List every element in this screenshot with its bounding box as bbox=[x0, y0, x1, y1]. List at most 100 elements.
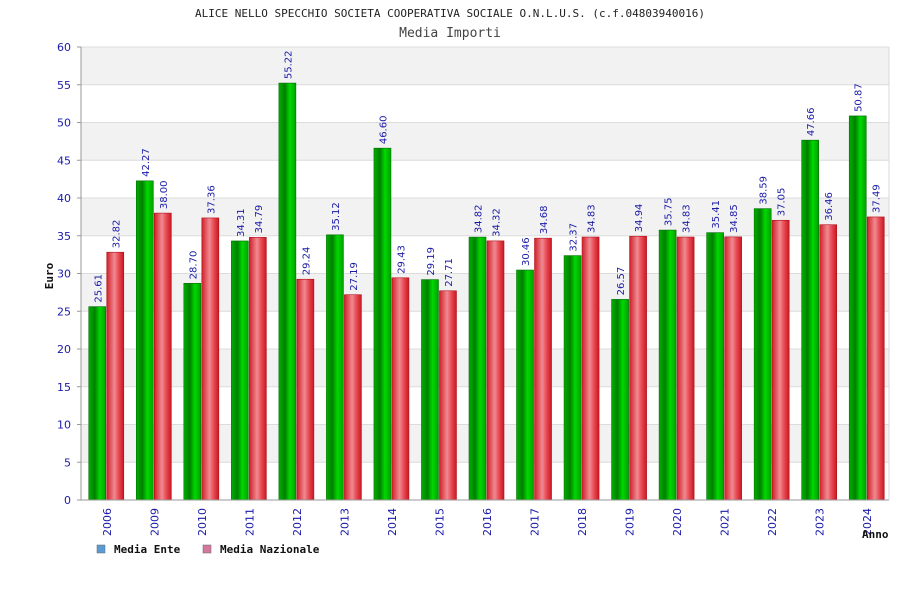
bar-media-nazionale-2021 bbox=[724, 236, 742, 501]
data-label: 32.37 bbox=[569, 223, 580, 252]
data-label: 47.66 bbox=[806, 108, 817, 137]
bar-media-nazionale-2017 bbox=[534, 237, 552, 501]
y-tick-label: 45 bbox=[57, 154, 71, 167]
bar-media-nazionale-2015 bbox=[439, 290, 457, 501]
y-tick-label: 0 bbox=[64, 494, 71, 507]
y-axis-title: Euro bbox=[43, 262, 56, 289]
data-label: 35.75 bbox=[664, 197, 675, 226]
legend-swatch-media-nazionale bbox=[202, 544, 212, 554]
bar-media-nazionale-2013 bbox=[344, 294, 362, 501]
x-tick-label: 2013 bbox=[338, 508, 351, 536]
data-label: 27.19 bbox=[349, 262, 360, 291]
x-axis-title: Anno bbox=[862, 528, 889, 541]
bar-media-ente-2010 bbox=[183, 283, 202, 501]
x-tick-label: 2012 bbox=[291, 508, 304, 536]
data-label: 34.85 bbox=[729, 204, 740, 233]
bar-media-ente-2011 bbox=[231, 240, 249, 501]
data-label: 34.82 bbox=[474, 204, 485, 233]
bar-media-ente-2020 bbox=[658, 229, 677, 501]
data-label: 46.60 bbox=[378, 116, 389, 145]
bar-media-ente-2006 bbox=[88, 306, 107, 501]
data-label: 35.12 bbox=[331, 202, 342, 231]
y-tick-label: 10 bbox=[57, 419, 71, 432]
y-tick-label: 50 bbox=[57, 117, 71, 130]
bar-media-ente-2018 bbox=[563, 255, 582, 501]
bar-media-nazionale-2006 bbox=[106, 251, 125, 501]
bar-media-nazionale-2016 bbox=[486, 240, 505, 501]
data-label: 30.46 bbox=[521, 237, 532, 266]
bar-media-nazionale-2009 bbox=[153, 212, 172, 501]
data-label: 35.41 bbox=[711, 200, 722, 229]
legend-label: Media Ente bbox=[114, 543, 181, 556]
x-tick-label: 2016 bbox=[481, 508, 494, 536]
data-label: 29.43 bbox=[396, 245, 407, 274]
x-tick-label: 2015 bbox=[433, 508, 446, 536]
data-label: 37.49 bbox=[872, 184, 883, 213]
x-tick-label: 2009 bbox=[148, 508, 161, 536]
bar-media-ente-2019 bbox=[611, 299, 629, 501]
bar-media-nazionale-2020 bbox=[676, 236, 695, 501]
bar-media-ente-2009 bbox=[135, 180, 154, 501]
axes bbox=[80, 47, 890, 501]
y-tick-label: 55 bbox=[57, 79, 71, 92]
data-label: 42.27 bbox=[141, 148, 152, 177]
data-label: 34.94 bbox=[634, 204, 645, 233]
y-tick-label: 40 bbox=[57, 192, 71, 205]
bar-media-nazionale-2022 bbox=[771, 219, 790, 501]
bar-media-nazionale-2014 bbox=[391, 277, 410, 501]
data-labels: 25.61 32.82 42.27 38.00 28.70 37.36 34.31 34.79… bbox=[93, 50, 882, 302]
x-tick-label: 2020 bbox=[671, 508, 684, 536]
bar-media-ente-2024 bbox=[848, 115, 867, 501]
y-tick-labels: 0 5 10 15 20 25 30 35 40 45 50 55 60 bbox=[57, 41, 71, 507]
x-tick-label: 2006 bbox=[101, 508, 114, 536]
x-tick-label: 2022 bbox=[766, 508, 779, 536]
data-label: 29.24 bbox=[301, 247, 312, 276]
data-label: 55.22 bbox=[283, 50, 294, 79]
legend: Media Ente Media Nazionale bbox=[96, 543, 320, 556]
plot-band bbox=[81, 47, 889, 85]
x-tick-label: 2010 bbox=[196, 508, 209, 536]
bar-media-nazionale-2010 bbox=[201, 217, 220, 501]
chart-title: ALICE NELLO SPECCHIO SOCIETA COOPERATIVA… bbox=[195, 7, 705, 20]
x-tick-labels: 2006 2009 2010 2011 2012 2013 2014 2015 2016 2017… bbox=[101, 508, 874, 536]
data-label: 37.05 bbox=[777, 188, 788, 217]
data-label: 50.87 bbox=[854, 83, 865, 112]
plot-band bbox=[81, 122, 889, 161]
data-label: 29.19 bbox=[426, 247, 437, 276]
y-tick-label: 30 bbox=[57, 268, 71, 281]
y-tick-label: 60 bbox=[57, 41, 71, 54]
bar-media-ente-2014 bbox=[373, 147, 392, 501]
bar-media-nazionale-2011 bbox=[249, 237, 267, 501]
bars bbox=[88, 82, 885, 501]
data-label: 34.32 bbox=[492, 208, 503, 237]
x-tick-label: 2011 bbox=[243, 508, 256, 536]
data-label: 27.71 bbox=[444, 258, 455, 287]
data-label: 34.31 bbox=[236, 208, 247, 237]
data-label: 36.46 bbox=[824, 192, 835, 221]
bar-media-nazionale-2012 bbox=[296, 278, 315, 501]
y-tick-label: 25 bbox=[57, 305, 71, 318]
chart-subtitle: Media Importi bbox=[399, 26, 501, 41]
bar-media-nazionale-2019 bbox=[629, 235, 647, 501]
bar-media-nazionale-2018 bbox=[581, 236, 600, 501]
data-label: 38.59 bbox=[759, 176, 770, 205]
data-label: 25.61 bbox=[93, 274, 104, 303]
data-label: 32.82 bbox=[111, 220, 122, 249]
y-tick-label: 35 bbox=[57, 230, 71, 243]
data-label: 34.83 bbox=[682, 204, 693, 233]
bar-media-ente-2012 bbox=[278, 82, 297, 501]
bar-media-nazionale-2023 bbox=[819, 224, 838, 501]
bar-media-ente-2016 bbox=[468, 236, 487, 501]
data-label: 34.68 bbox=[539, 206, 550, 235]
x-tick-label: 2018 bbox=[576, 508, 589, 536]
bar-media-ente-2022 bbox=[753, 208, 772, 501]
data-label: 26.57 bbox=[616, 267, 627, 296]
bar-media-ente-2023 bbox=[801, 139, 820, 501]
data-label: 28.70 bbox=[188, 251, 199, 280]
x-tick-label: 2024 bbox=[861, 508, 874, 536]
y-tick-label: 20 bbox=[57, 343, 71, 356]
bar-media-nazionale-2024 bbox=[866, 216, 885, 501]
data-label: 38.00 bbox=[159, 180, 170, 209]
